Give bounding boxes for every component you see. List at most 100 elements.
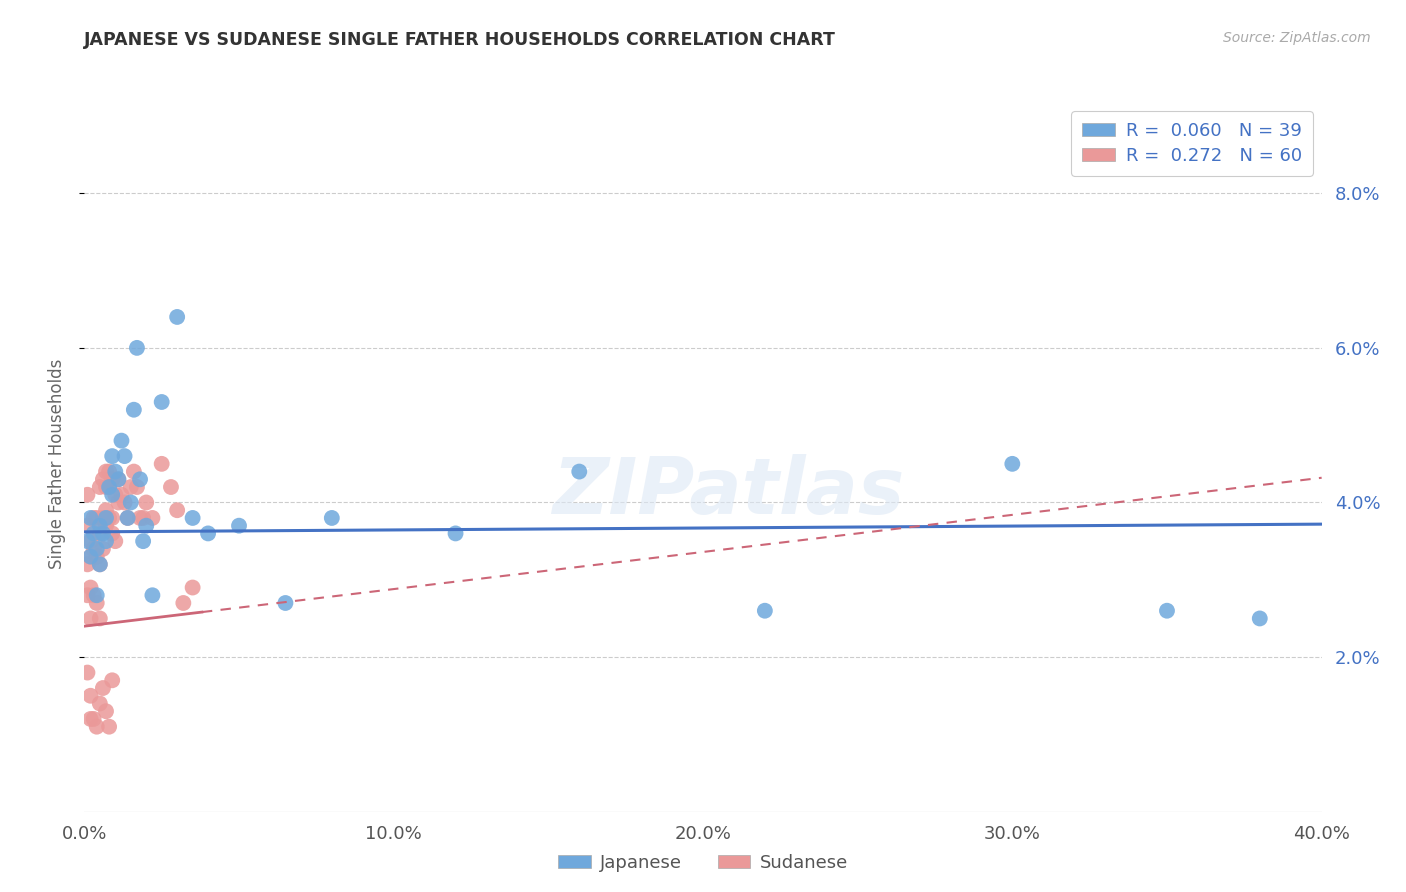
Point [89,558,111,572]
Point [132,511,155,525]
Point [94,465,117,479]
Point [79,534,101,549]
Point [76,588,98,602]
Point [125,341,148,355]
Point [274,596,297,610]
Point [86,541,108,556]
Point [89,558,111,572]
Point [129,511,152,525]
Point [89,518,111,533]
Point [83,541,105,556]
Point [86,549,108,564]
Point [79,549,101,564]
Point [181,511,204,525]
Point [141,511,163,525]
Point [117,511,139,525]
Text: Source: ZipAtlas.com: Source: ZipAtlas.com [1223,31,1371,45]
Point [129,472,152,486]
Point [166,310,188,324]
Point [754,604,776,618]
Point [98,480,121,494]
Point [120,495,142,509]
Point [94,480,117,494]
Point [101,488,124,502]
Point [83,712,105,726]
Point [98,720,121,734]
Point [444,526,467,541]
Point [91,526,114,541]
Point [104,534,127,549]
Point [135,518,157,533]
Point [568,465,591,479]
Point [101,472,124,486]
Point [89,697,111,711]
Point [228,518,250,533]
Point [94,534,117,549]
Point [98,511,121,525]
Point [101,449,124,463]
Point [76,534,98,549]
Text: ZIPatlas: ZIPatlas [551,454,904,530]
Point [89,526,111,541]
Point [86,511,108,525]
Point [86,588,108,602]
Point [94,511,117,525]
Point [107,495,129,509]
Point [104,488,127,502]
Point [101,526,124,541]
Point [141,588,163,602]
Point [89,611,111,625]
Y-axis label: Single Father Households: Single Father Households [48,359,66,569]
Point [79,712,101,726]
Point [89,480,111,494]
Point [107,472,129,486]
Point [117,511,139,525]
Point [150,395,173,409]
Point [150,457,173,471]
Point [132,534,155,549]
Point [160,480,183,494]
Point [79,511,101,525]
Point [94,503,117,517]
Point [79,581,101,595]
Point [76,665,98,680]
Point [94,704,117,718]
Point [125,480,148,494]
Point [79,549,101,564]
Point [321,511,343,525]
Point [86,720,108,734]
Point [181,581,204,595]
Legend: Japanese, Sudanese: Japanese, Sudanese [551,847,855,880]
Point [101,511,124,525]
Point [98,465,121,479]
Point [197,526,219,541]
Point [122,402,145,417]
Point [122,465,145,479]
Point [110,488,132,502]
Point [114,495,136,509]
Point [172,596,194,610]
Text: JAPANESE VS SUDANESE SINGLE FATHER HOUSEHOLDS CORRELATION CHART: JAPANESE VS SUDANESE SINGLE FATHER HOUSE… [84,31,837,49]
Point [86,596,108,610]
Point [76,558,98,572]
Point [1249,611,1271,625]
Point [104,465,127,479]
Point [1156,604,1178,618]
Point [101,673,124,688]
Point [135,495,157,509]
Point [76,518,98,533]
Point [79,611,101,625]
Point [83,588,105,602]
Point [1001,457,1024,471]
Point [76,488,98,502]
Point [94,518,117,533]
Point [91,511,114,525]
Point [79,689,101,703]
Point [120,480,142,494]
Point [98,480,121,494]
Point [91,681,114,695]
Point [91,541,114,556]
Point [83,526,105,541]
Point [166,503,188,517]
Point [114,449,136,463]
